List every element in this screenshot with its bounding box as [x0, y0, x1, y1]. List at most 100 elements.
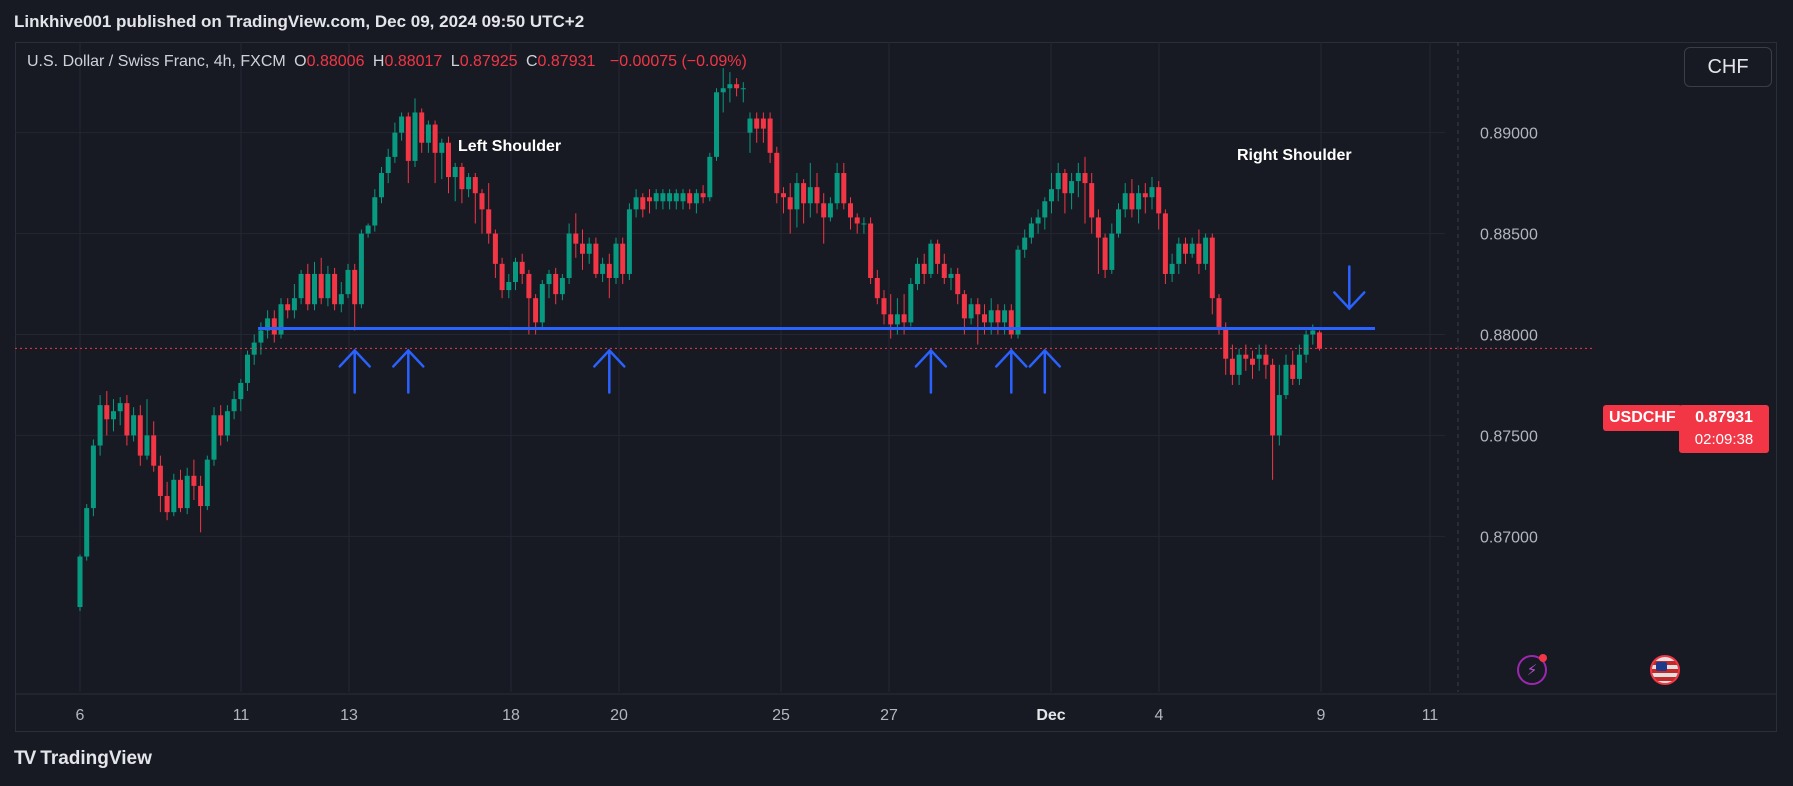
candle — [1270, 358, 1276, 480]
candle — [874, 269, 880, 305]
candle — [633, 189, 639, 218]
candle — [714, 88, 719, 161]
last-price-label: 0.87931 02:09:38 — [1679, 405, 1769, 453]
candle — [921, 253, 927, 285]
candle — [1203, 233, 1209, 270]
candle — [1189, 237, 1195, 258]
candle — [1142, 183, 1148, 214]
x-tick-label: 25 — [772, 707, 790, 724]
candle — [251, 334, 257, 365]
candle — [164, 481, 170, 521]
candle — [720, 68, 726, 113]
candle — [271, 310, 277, 343]
candle — [1176, 237, 1182, 274]
y-tick-label: 0.88000 — [1480, 328, 1538, 345]
candle — [84, 504, 90, 561]
x-tick-label: 20 — [610, 707, 628, 724]
candle — [1002, 304, 1008, 335]
candle — [1055, 162, 1061, 202]
candle — [1317, 330, 1322, 351]
candle — [1296, 344, 1302, 385]
candle — [781, 187, 786, 214]
candle — [821, 193, 827, 244]
candle — [352, 263, 358, 331]
candle — [151, 421, 157, 472]
candle — [379, 166, 384, 204]
candle — [345, 263, 351, 299]
candle — [90, 439, 96, 517]
candle — [553, 267, 559, 305]
candle — [332, 267, 338, 311]
candle — [787, 183, 793, 234]
lightning-icon[interactable]: ⚡ — [1517, 655, 1547, 685]
symbol-price-tag: USDCHF — [1603, 405, 1682, 431]
candle — [647, 189, 652, 214]
candle — [526, 269, 532, 335]
candle — [1236, 348, 1242, 385]
candlestick-chart[interactable]: 0.89000 0.88500 0.88000 0.87500 0.87000 6 11 1… — [15, 42, 1777, 732]
chart-frame[interactable] — [15, 42, 1777, 732]
candle — [693, 189, 699, 214]
candle — [1290, 350, 1296, 385]
arrows — [338, 265, 1366, 394]
candle — [1162, 209, 1168, 285]
candle — [854, 213, 860, 234]
candle — [848, 197, 853, 230]
x-tick-label: 4 — [1155, 707, 1164, 724]
x-tick-label: 18 — [502, 707, 520, 724]
candle — [499, 257, 505, 299]
candle — [861, 217, 867, 234]
published-header: Linkhive001 published on TradingView.com… — [14, 12, 585, 31]
candle — [1250, 350, 1255, 379]
candle — [157, 455, 163, 513]
up-arrow — [1028, 348, 1062, 394]
candle — [191, 459, 197, 501]
candle — [915, 257, 920, 291]
candle — [640, 193, 646, 218]
low-key: L — [450, 53, 460, 70]
notification-dot — [1539, 654, 1547, 662]
left-shoulder-label: Left Shoulder — [458, 138, 562, 155]
candle — [968, 298, 974, 325]
candle — [580, 229, 585, 270]
currency-button[interactable]: CHF — [1684, 47, 1772, 87]
candle — [1149, 177, 1155, 210]
candle — [928, 239, 934, 278]
tradingview-logo[interactable]: TV TradingView — [14, 748, 152, 770]
open-value: 0.88006 — [306, 53, 365, 70]
candle — [600, 257, 606, 283]
candle — [425, 120, 431, 153]
candle — [1209, 233, 1215, 315]
candle — [1008, 304, 1014, 339]
candle — [1136, 185, 1142, 224]
x-tick-label: 11 — [233, 707, 250, 724]
candle — [459, 162, 465, 204]
candle — [1243, 344, 1249, 371]
candle — [412, 98, 418, 167]
candle — [740, 82, 746, 103]
us-flag-icon[interactable] — [1650, 655, 1680, 685]
up-arrow — [995, 348, 1028, 394]
candle — [358, 229, 364, 309]
candle — [131, 407, 137, 442]
candle — [285, 298, 291, 319]
candle — [472, 173, 478, 224]
candle — [546, 269, 552, 299]
candle — [1089, 173, 1095, 234]
low-value: 0.87925 — [459, 53, 518, 70]
last-price-value: 0.87931 — [1695, 409, 1753, 426]
candle — [774, 146, 780, 204]
candle — [1022, 229, 1028, 258]
candle — [405, 112, 411, 184]
candle — [238, 378, 244, 412]
candle — [218, 405, 224, 446]
candle — [941, 253, 947, 285]
candle — [754, 112, 760, 143]
candle — [1028, 217, 1034, 244]
up-arrow — [914, 348, 948, 394]
logo-text: TradingView — [40, 748, 152, 769]
candle — [231, 391, 237, 420]
x-tick-label: 13 — [340, 707, 358, 724]
up-arrow — [338, 348, 371, 394]
right-shoulder-label: Right Shoulder — [1237, 147, 1352, 164]
